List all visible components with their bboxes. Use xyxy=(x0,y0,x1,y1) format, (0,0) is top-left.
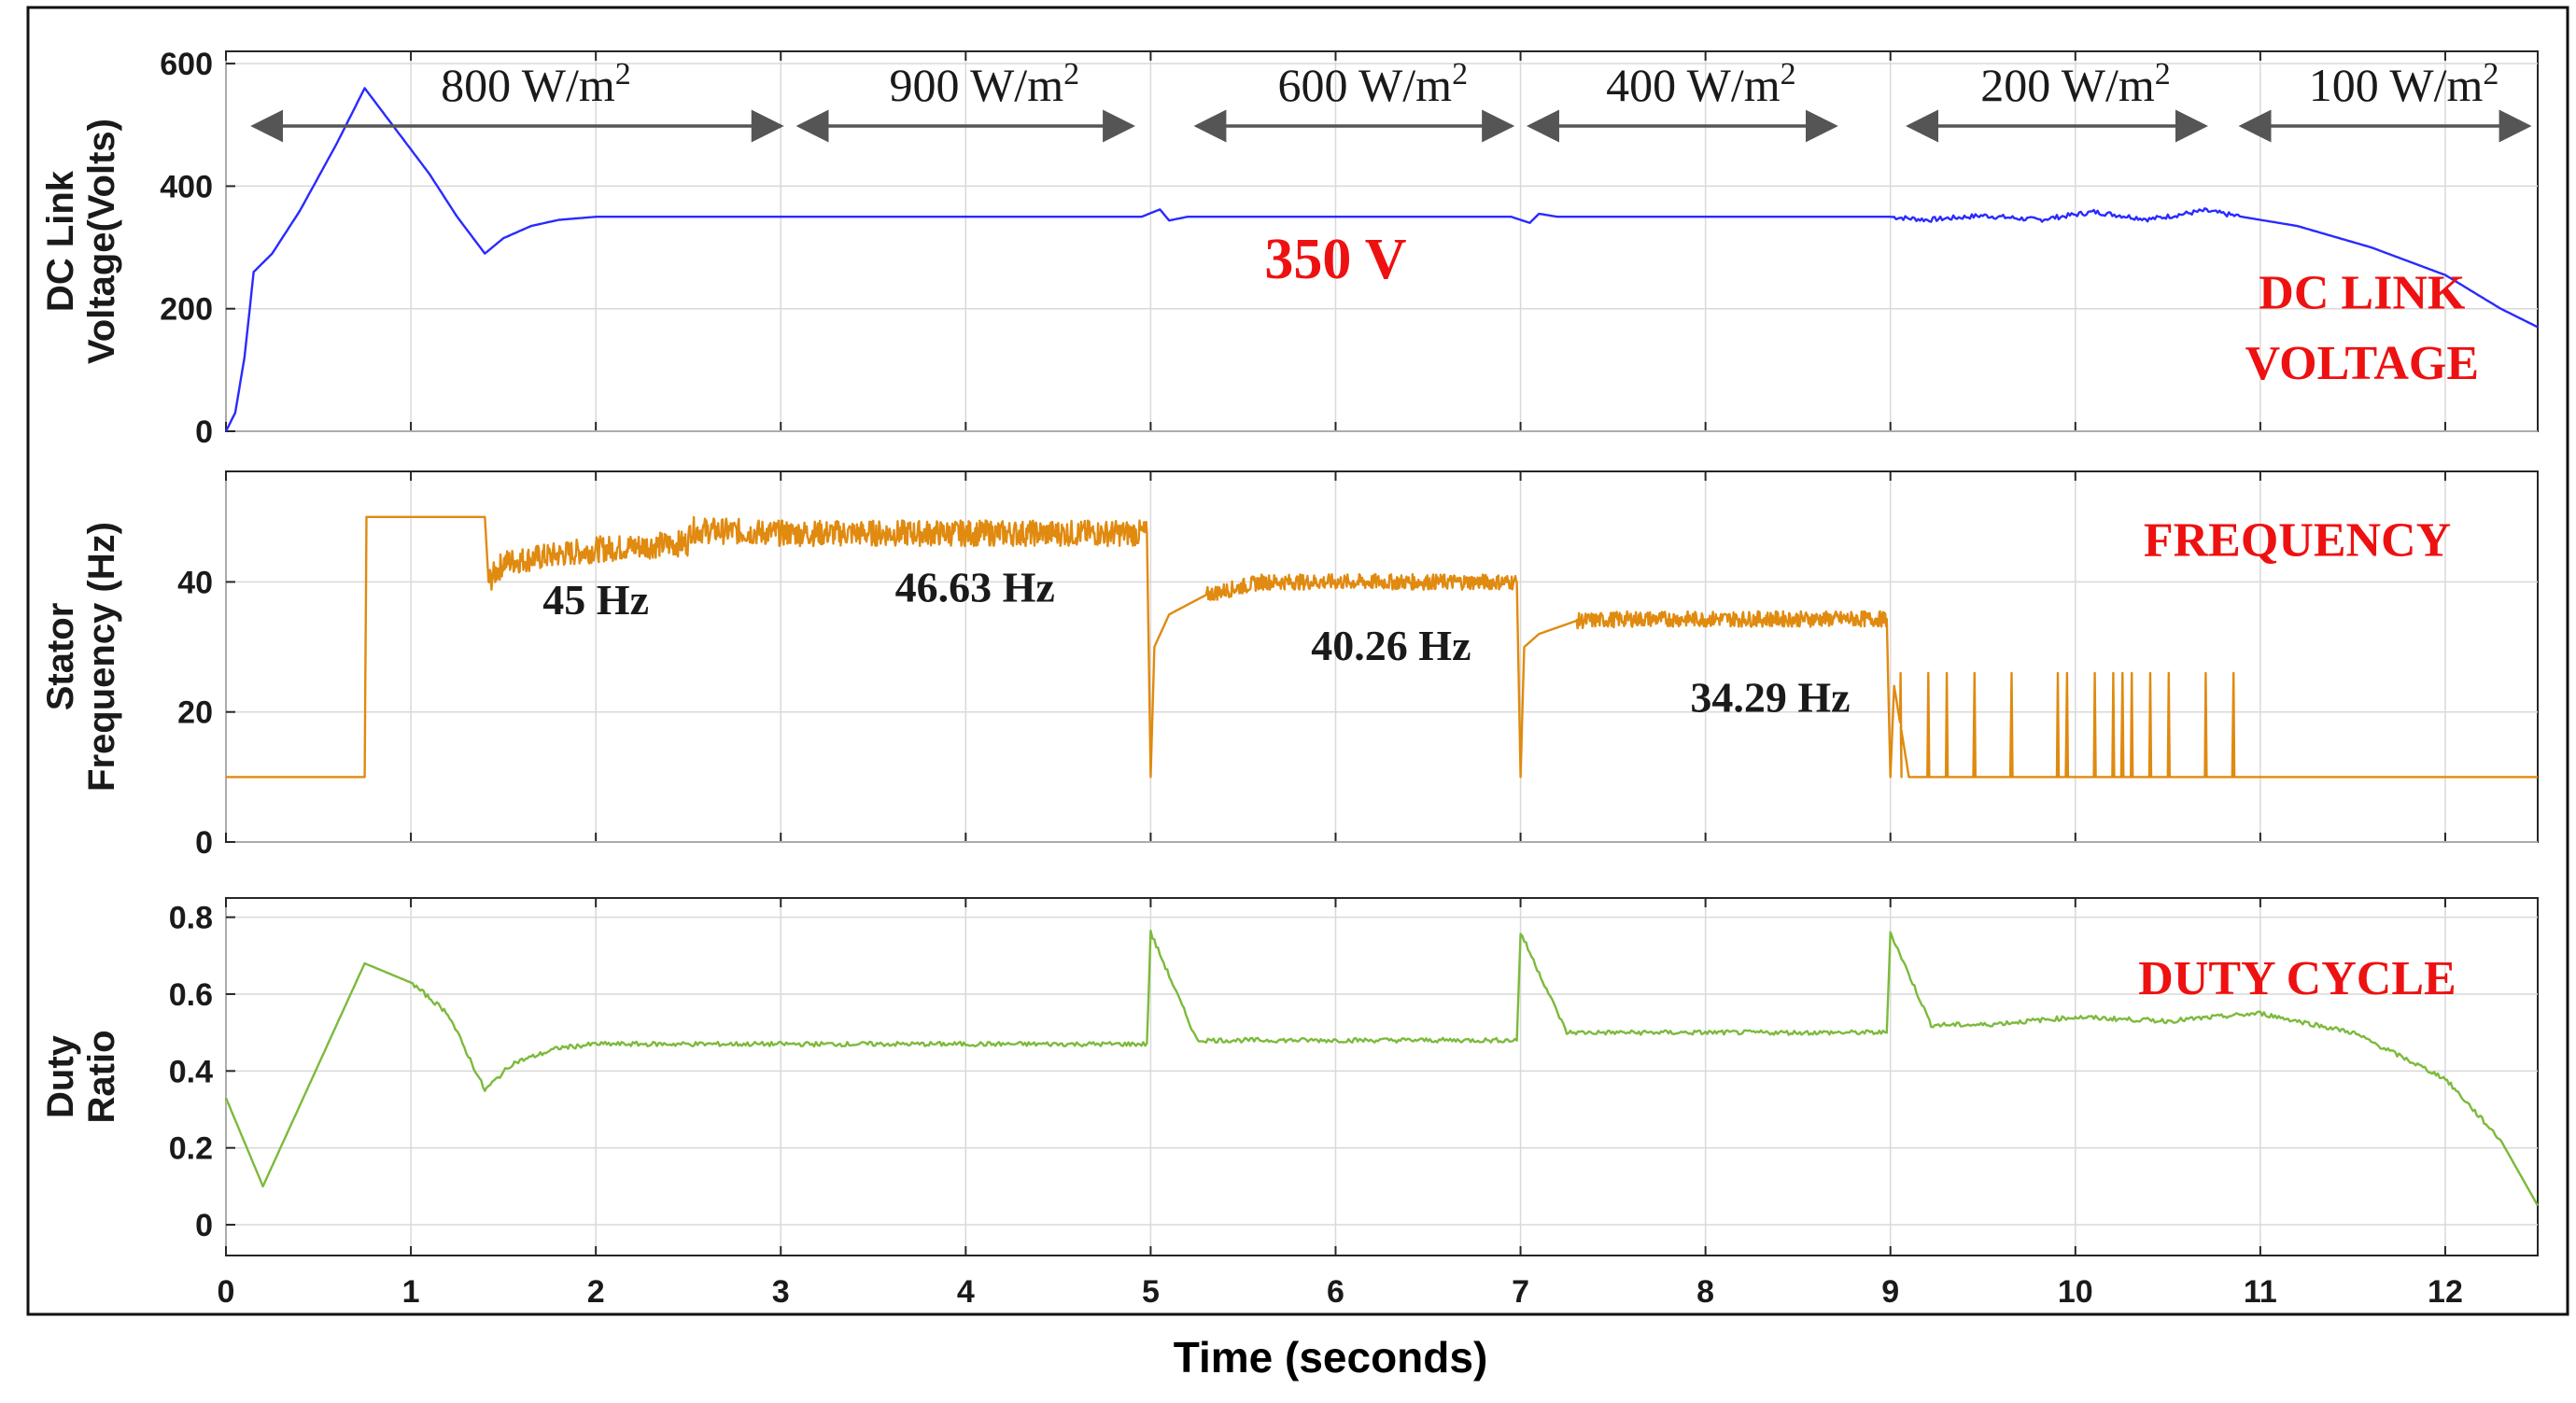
irradiance-label: 200 W/m2 xyxy=(1980,57,2171,111)
y-tick-label: 0.4 xyxy=(169,1054,213,1089)
irradiance-label: 100 W/m2 xyxy=(2309,57,2499,111)
y-axis-label: Duty xyxy=(40,1034,81,1118)
x-tick-label: 4 xyxy=(957,1274,975,1310)
irradiance-unit-superscript: 2 xyxy=(1063,57,1079,91)
irradiance-value: 400 W/m xyxy=(1606,59,1781,111)
y-tick-label: 200 xyxy=(160,292,213,328)
x-tick-label: 3 xyxy=(772,1274,790,1310)
x-tick-label: 7 xyxy=(1512,1274,1529,1310)
x-tick-label: 2 xyxy=(587,1274,605,1310)
x-tick-label: 5 xyxy=(1142,1274,1160,1310)
x-axis-label: Time (seconds) xyxy=(1174,1333,1488,1382)
y-axis-label: Frequency (Hz) xyxy=(81,522,122,792)
irradiance-unit-superscript: 2 xyxy=(615,57,631,91)
irradiance-value: 900 W/m xyxy=(890,59,1064,111)
irradiance-value: 600 W/m xyxy=(1277,59,1452,111)
y-tick-label: 0.6 xyxy=(169,977,213,1013)
irradiance-label: 800 W/m2 xyxy=(441,57,631,111)
x-tick-label: 8 xyxy=(1696,1274,1714,1310)
series-line xyxy=(224,929,2540,1207)
irradiance-label: 400 W/m2 xyxy=(1606,57,1796,111)
irradiance-label: 600 W/m2 xyxy=(1277,57,1468,111)
y-tick-label: 20 xyxy=(177,695,213,731)
y-axis-label: Voltage(Volts) xyxy=(81,119,122,364)
x-tick-label: 10 xyxy=(2058,1274,2093,1310)
irradiance-unit-superscript: 2 xyxy=(1781,57,1796,91)
annotation-label: 34.29 Hz xyxy=(1690,674,1850,722)
y-tick-label: 0 xyxy=(195,414,213,450)
x-tick-label: 9 xyxy=(1881,1274,1899,1310)
y-tick-label: 40 xyxy=(177,565,213,600)
y-tick-label: 400 xyxy=(160,169,213,204)
irradiance-unit-superscript: 2 xyxy=(2155,57,2171,91)
annotation-label: VOLTAGE xyxy=(2245,337,2479,390)
annotation-label: DC LINK xyxy=(2259,267,2466,320)
annotation-label: 45 Hz xyxy=(542,576,649,624)
irradiance-unit-superscript: 2 xyxy=(1452,57,1468,91)
y-axis-label: Ratio xyxy=(81,1031,122,1124)
irradiance-unit-superscript: 2 xyxy=(2483,57,2499,91)
x-tick-label: 11 xyxy=(2244,1274,2277,1310)
x-tick-label: 6 xyxy=(1327,1274,1344,1310)
x-tick-label: 12 xyxy=(2428,1274,2463,1310)
irradiance-label: 900 W/m2 xyxy=(890,57,1080,111)
annotation-label: 46.63 Hz xyxy=(895,563,1055,610)
irradiance-value: 800 W/m xyxy=(441,59,615,111)
annotation-label: FREQUENCY xyxy=(2144,514,2451,568)
axes-box xyxy=(225,897,2539,1256)
series-line xyxy=(225,515,2539,779)
y-tick-label: 600 xyxy=(160,47,213,82)
y-tick-label: 0 xyxy=(195,825,213,861)
irradiance-value: 100 W/m xyxy=(2309,59,2484,111)
series-line xyxy=(224,87,2539,432)
y-tick-label: 0.8 xyxy=(169,901,213,936)
annotation-label: 350 V xyxy=(1264,228,1406,291)
annotation-label: 40.26 Hz xyxy=(1311,622,1471,669)
y-tick-label: 0.2 xyxy=(169,1131,213,1167)
y-axis-label: Stator xyxy=(40,603,81,711)
irradiance-value: 200 W/m xyxy=(1980,59,2155,111)
axes-box xyxy=(225,470,2539,843)
x-tick-label: 0 xyxy=(218,1274,235,1310)
y-tick-label: 0 xyxy=(195,1208,213,1243)
subplot-stator-frequency: 0 20 40 Stator Frequency (Hz) 45 Hz 46.63 Hz 40… xyxy=(40,470,2539,861)
annotation-label: DUTY CYCLE xyxy=(2138,952,2456,1005)
x-tick-label: 1 xyxy=(402,1274,420,1310)
y-axis-label: DC Link xyxy=(40,170,81,312)
